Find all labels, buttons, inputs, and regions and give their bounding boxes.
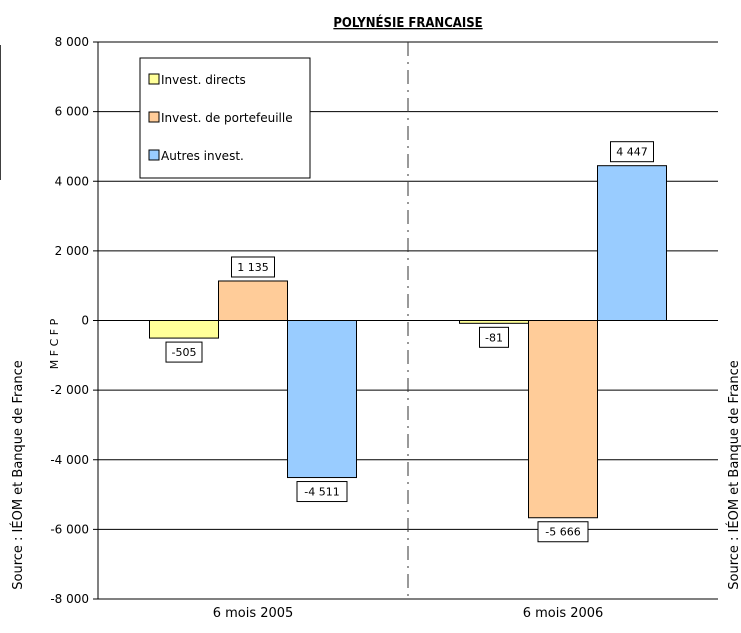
data-label-box	[479, 326, 509, 348]
x-tick-label: 6 mois 2005	[213, 606, 294, 621]
bars	[149, 165, 667, 519]
data-label-box	[296, 481, 348, 503]
bar	[597, 165, 667, 321]
legend-label: Invest. directs	[161, 73, 246, 87]
legend-box	[139, 57, 311, 179]
bar	[287, 320, 357, 479]
data-label-box	[610, 141, 654, 163]
legend-swatch	[148, 73, 160, 85]
bar	[218, 280, 288, 322]
y-tick-label: -2 000	[50, 383, 89, 397]
data-label: 4 447	[616, 146, 648, 159]
source-label-right: Source : IÉOM et Banque de France	[726, 360, 741, 590]
data-label: -505	[172, 346, 197, 359]
x-axis-labels: 6 mois 2005 6 mois 2006	[213, 606, 604, 621]
y-tick-label: -4 000	[50, 453, 89, 467]
y-tick-label: 6 000	[55, 105, 89, 119]
y-tick-label: -6 000	[50, 522, 89, 536]
bar	[149, 320, 219, 339]
data-label: -5 666	[545, 526, 580, 539]
y-tick-label: 2 000	[55, 244, 89, 258]
data-label: -81	[485, 331, 503, 344]
legend-swatch	[148, 149, 160, 161]
legend-label: Autres invest.	[161, 149, 244, 163]
chart-title: POLYNÉSIE FRANCAISE	[333, 15, 482, 31]
data-label-box	[231, 256, 275, 278]
data-label-box	[537, 521, 589, 543]
axes	[97, 42, 718, 600]
y-tick-label: 0	[81, 314, 89, 328]
legend-label: Invest. de portefeuille	[161, 111, 293, 125]
data-label: 1 135	[237, 261, 269, 274]
x-tick-label: 6 mois 2006	[523, 606, 604, 621]
data-label-box	[165, 341, 203, 363]
source-label-left: Source : IÉOM et Banque de France	[10, 360, 26, 590]
legend-swatch	[148, 111, 160, 123]
bar	[528, 320, 598, 519]
y-tick-label: 8 000	[55, 35, 89, 49]
legend: Invest. directs Invest. de portefeuille Au…	[139, 57, 311, 179]
data-labels: -505 1 135 -4 511 -81 -5 666 4 447	[165, 141, 654, 543]
y-tick-label: 4 000	[55, 174, 89, 188]
y-axis-label: M F C F P	[48, 318, 61, 369]
bar	[459, 320, 529, 324]
y-axis-ticks: 8 000 6 000 4 000 2 000 0 -2 000 -4 000 -6 000 -…	[50, 35, 98, 606]
data-label: -4 511	[304, 486, 339, 499]
y-tick-label: -8 000	[50, 592, 89, 606]
